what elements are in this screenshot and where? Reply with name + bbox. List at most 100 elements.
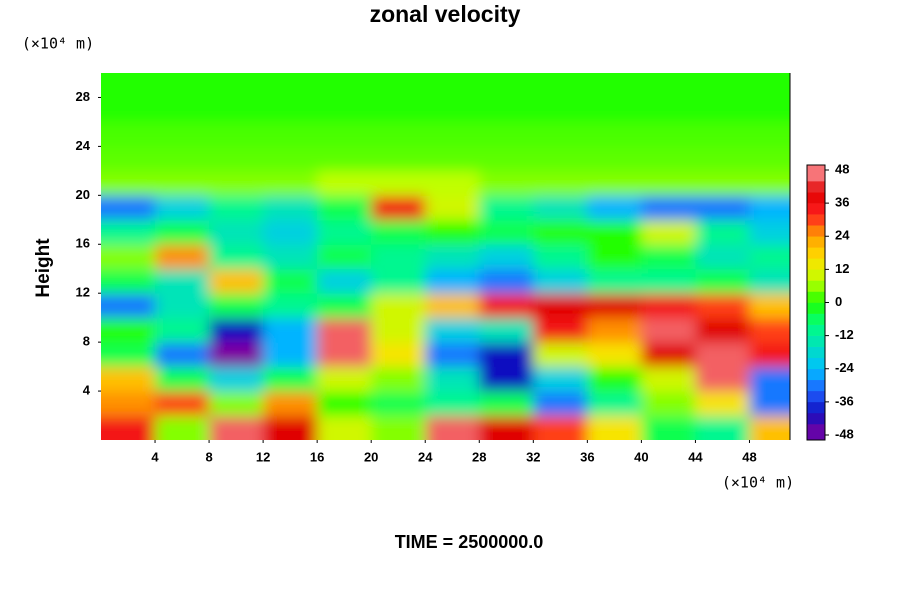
- colorbar-band: [807, 390, 825, 403]
- heatmap-cell: [533, 268, 588, 294]
- heatmap-cell: [263, 97, 318, 123]
- heatmap-cell: [587, 293, 642, 319]
- colorbar-band: [807, 423, 825, 441]
- heatmap-cell: [101, 195, 156, 221]
- heatmap-cell: [155, 317, 210, 343]
- heatmap-cell: [371, 146, 426, 172]
- x-tick-label: 20: [364, 449, 378, 464]
- heatmap-cell: [101, 97, 156, 123]
- footer: TIME = 2500000.0: [395, 532, 544, 552]
- heatmap-cell: [155, 293, 210, 319]
- heatmap-cell: [317, 293, 372, 319]
- heatmap-cell: [749, 146, 790, 172]
- colorbar-band: [807, 412, 825, 425]
- heatmap-cell: [209, 219, 264, 245]
- heatmap-cell: [263, 391, 318, 417]
- heatmap-cell: [317, 170, 372, 196]
- heatmap-cell: [317, 73, 372, 98]
- heatmap-cell: [101, 170, 156, 196]
- heatmap-cell: [209, 146, 264, 172]
- heatmap-cell: [317, 268, 372, 294]
- heatmap-cell: [425, 146, 480, 172]
- heatmap-cell: [479, 342, 534, 368]
- heatmap-cell: [587, 391, 642, 417]
- heatmap-cell: [425, 170, 480, 196]
- heatmap-cell: [101, 317, 156, 343]
- heatmap-cell: [425, 268, 480, 294]
- heatmap-cell: [371, 219, 426, 245]
- heatmap-cell: [533, 73, 588, 98]
- heatmap-cell: [371, 195, 426, 221]
- heatmap-cell: [425, 121, 480, 147]
- colorbar-tick-label: 24: [835, 228, 850, 243]
- heatmap-cell: [371, 170, 426, 196]
- heatmap-cell: [479, 391, 534, 417]
- colorbar-band: [807, 214, 825, 226]
- heatmap-cell: [695, 415, 750, 440]
- heatmap-cell: [263, 268, 318, 294]
- colorbar-tick-label: -24: [835, 360, 855, 375]
- colorbar-tick-label: 48: [835, 161, 849, 176]
- colorbar-band: [807, 203, 825, 215]
- heatmap-cell: [371, 244, 426, 270]
- colorbar-band: [807, 165, 825, 182]
- heatmap-cell: [479, 73, 534, 98]
- heatmap-cell: [479, 317, 534, 343]
- heatmap-cell: [263, 415, 318, 440]
- heatmap-cell: [587, 342, 642, 368]
- heatmap-cell: [263, 317, 318, 343]
- colorbar-tick-label: 36: [835, 195, 849, 210]
- heatmap-cell: [695, 293, 750, 319]
- colorbar-band: [807, 280, 825, 292]
- colorbar-band: [807, 313, 825, 325]
- heatmap-cell: [641, 391, 696, 417]
- heatmap-cell: [371, 268, 426, 294]
- heatmap-cell: [479, 170, 534, 196]
- heatmap-cell: [533, 219, 588, 245]
- heatmap-cell: [317, 219, 372, 245]
- heatmap-cell: [209, 415, 264, 440]
- colorbar-band: [807, 401, 825, 414]
- heatmap-cell: [695, 195, 750, 221]
- chart-title: zonal velocity: [370, 1, 521, 27]
- heatmap-cell: [425, 219, 480, 245]
- heatmap-cell: [155, 97, 210, 123]
- y-tick-label: 8: [83, 334, 90, 349]
- heatmap-cell: [263, 366, 318, 392]
- heatmap-cell: [263, 342, 318, 368]
- colorbar-tick-label: -48: [835, 426, 854, 441]
- heatmap-cell: [749, 170, 790, 196]
- heatmap-cell: [101, 121, 156, 147]
- heatmap-cell: [371, 391, 426, 417]
- heatmap-cell: [587, 73, 642, 98]
- heatmap-cell: [749, 415, 790, 440]
- heatmap-cell: [155, 121, 210, 147]
- colorbar-band: [807, 181, 825, 193]
- heatmap-cell: [533, 97, 588, 123]
- heatmap-cell: [479, 293, 534, 319]
- heatmap-cell: [209, 195, 264, 221]
- heatmap-cell: [749, 195, 790, 221]
- heatmap-cell: [587, 415, 642, 440]
- heatmap-cell: [425, 391, 480, 417]
- heatmap-cell: [425, 293, 480, 319]
- heatmap-cell: [749, 121, 790, 147]
- heatmap-cell: [695, 342, 750, 368]
- x-tick-label: 16: [310, 449, 324, 464]
- heatmap-cell: [101, 366, 156, 392]
- colorbar-band: [807, 346, 825, 359]
- x-tick-label: 36: [580, 449, 594, 464]
- heatmap-area: [101, 73, 790, 440]
- heatmap-cell: [533, 391, 588, 417]
- heatmap-cell: [641, 195, 696, 221]
- heatmap-cell: [533, 195, 588, 221]
- heatmap-cell: [587, 121, 642, 147]
- heatmap-cell: [209, 342, 264, 368]
- heatmap-cell: [641, 415, 696, 440]
- heatmap-cell: [263, 73, 318, 98]
- heatmap-cell: [425, 415, 480, 440]
- heatmap-cell: [263, 195, 318, 221]
- heatmap-cell: [479, 244, 534, 270]
- heatmap-cell: [695, 121, 750, 147]
